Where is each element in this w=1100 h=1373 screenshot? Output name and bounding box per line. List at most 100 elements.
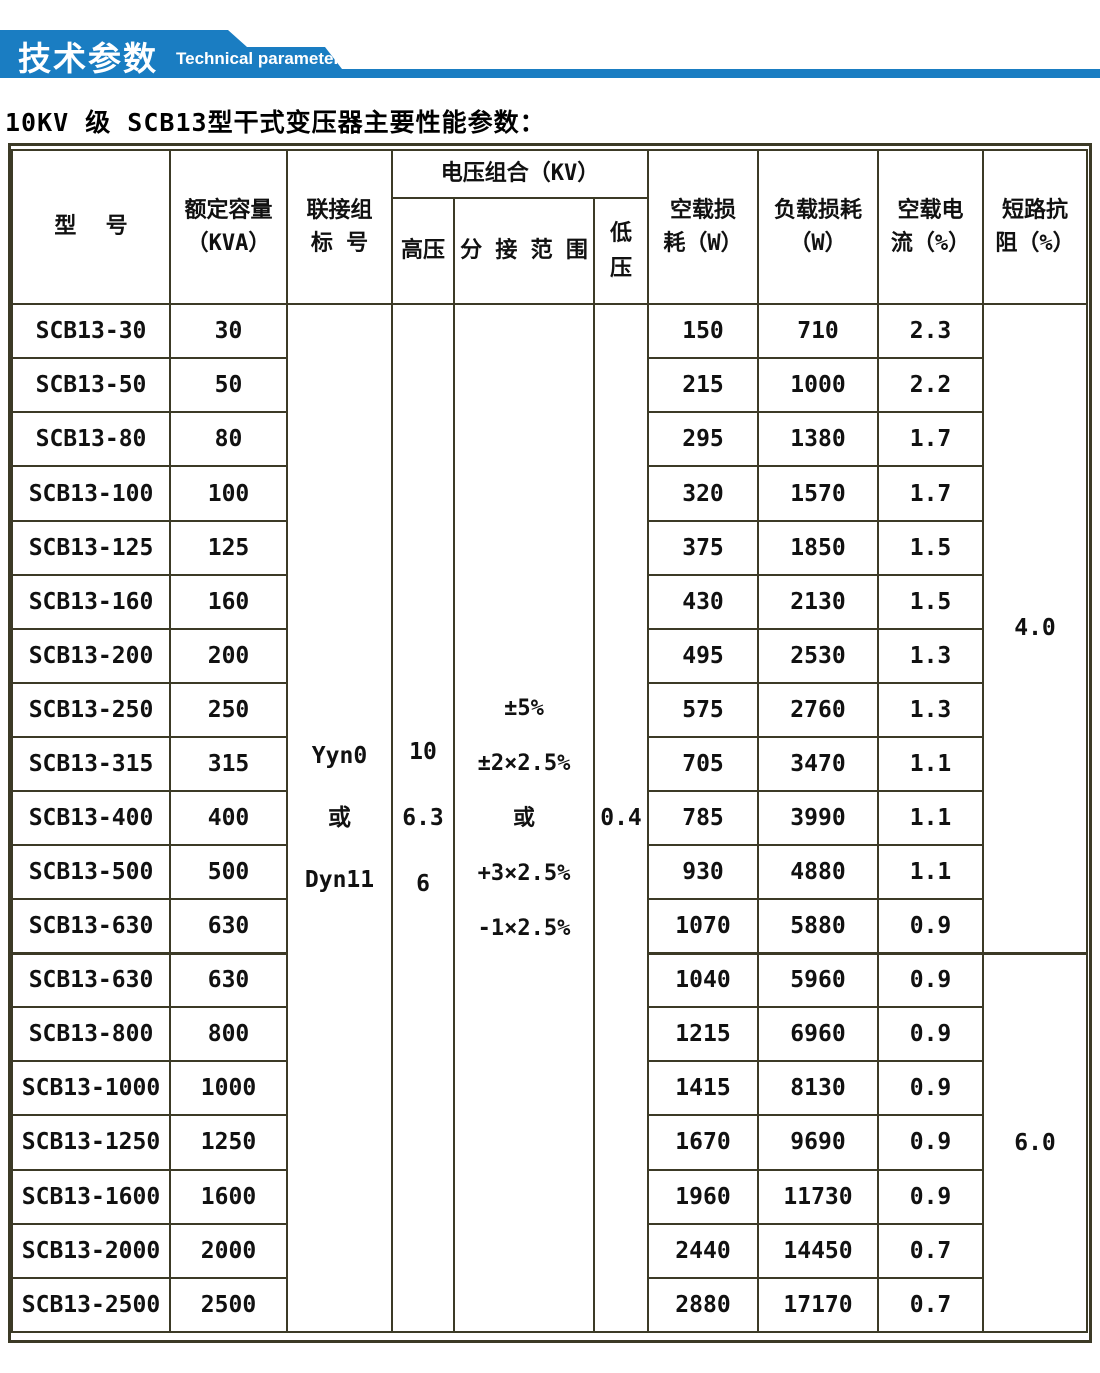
no-load-loss-cell: 215 xyxy=(647,357,759,414)
model-cell: SCB13-50 xyxy=(11,357,171,414)
capacity-cell: 250 xyxy=(169,681,288,738)
model-cell: SCB13-2500 xyxy=(11,1276,171,1334)
table-row: SCB13-80 80 295 1380 1.7 xyxy=(11,411,1087,468)
header-capacity: 额定容量 （KVA） xyxy=(169,148,288,306)
load-loss-cell: 11730 xyxy=(757,1168,879,1225)
model-cell: SCB13-2000 xyxy=(11,1222,171,1279)
no-load-current-cell: 1.1 xyxy=(877,735,984,792)
no-load-current-cell: 0.9 xyxy=(877,1114,984,1171)
table-row: SCB13-1250 1250 1670 9690 0.9 xyxy=(11,1114,1087,1171)
load-loss-cell: 8130 xyxy=(757,1060,879,1117)
capacity-cell: 800 xyxy=(169,1006,288,1063)
model-cell: SCB13-630 xyxy=(11,951,171,1009)
table-row: SCB13-400 400 785 3990 1.1 xyxy=(11,789,1087,847)
capacity-cell: 400 xyxy=(169,789,288,847)
no-load-current-cell: 1.7 xyxy=(877,411,984,468)
model-cell: SCB13-315 xyxy=(11,735,171,792)
load-loss-cell: 3990 xyxy=(757,789,879,847)
capacity-cell: 125 xyxy=(169,519,288,576)
no-load-loss-cell: 930 xyxy=(647,844,759,901)
no-load-current-cell: 1.5 xyxy=(877,519,984,576)
no-load-current-cell: 0.9 xyxy=(877,1006,984,1063)
tap-range-merged-cell: ±5% ±2×2.5% 或 +3×2.5% -1×2.5% xyxy=(453,303,595,1333)
no-load-current-cell: 0.9 xyxy=(877,898,984,955)
model-cell: SCB13-400 xyxy=(11,789,171,847)
capacity-cell: 2000 xyxy=(169,1222,288,1279)
capacity-cell: 200 xyxy=(169,627,288,684)
hv-merged-cell: 10 6.3 6 xyxy=(391,303,455,1333)
load-loss-cell: 2530 xyxy=(757,627,879,684)
impedance-group2-cell: 6.0 xyxy=(982,951,1088,1333)
load-loss-cell: 5880 xyxy=(757,898,879,955)
header-lv: 低 压 xyxy=(593,197,649,306)
header-load-loss: 负载损耗 （W） xyxy=(757,148,879,306)
table-row: SCB13-630 630 1070 5880 0.9 xyxy=(11,898,1087,955)
no-load-loss-cell: 1070 xyxy=(647,898,759,955)
no-load-current-cell: 1.7 xyxy=(877,465,984,522)
banner-title-en: Technical parameter xyxy=(176,49,341,68)
table-row: SCB13-1000 1000 1415 8130 0.9 xyxy=(11,1060,1087,1117)
load-loss-cell: 1570 xyxy=(757,465,879,522)
capacity-cell: 100 xyxy=(169,465,288,522)
capacity-cell: 315 xyxy=(169,735,288,792)
model-cell: SCB13-630 xyxy=(11,898,171,955)
header-hv: 高压 xyxy=(391,197,455,306)
table-row: SCB13-500 500 930 4880 1.1 xyxy=(11,844,1087,901)
capacity-cell: 1250 xyxy=(169,1114,288,1171)
no-load-current-cell: 1.3 xyxy=(877,627,984,684)
lv-merged-cell: 0.4 xyxy=(593,303,649,1333)
impedance-group1-cell: 4.0 xyxy=(982,303,1088,955)
no-load-loss-cell: 430 xyxy=(647,573,759,630)
load-loss-cell: 4880 xyxy=(757,844,879,901)
no-load-loss-cell: 495 xyxy=(647,627,759,684)
no-load-loss-cell: 1415 xyxy=(647,1060,759,1117)
no-load-current-cell: 1.1 xyxy=(877,844,984,901)
table-row: SCB13-200 200 495 2530 1.3 xyxy=(11,627,1087,684)
load-loss-cell: 1000 xyxy=(757,357,879,414)
capacity-cell: 50 xyxy=(169,357,288,414)
table-row: SCB13-125 125 375 1850 1.5 xyxy=(11,519,1087,576)
header-connection: 联接组 标 号 xyxy=(286,148,393,306)
capacity-cell: 1600 xyxy=(169,1168,288,1225)
model-cell: SCB13-1000 xyxy=(11,1060,171,1117)
table-row: SCB13-1600 1600 1960 11730 0.9 xyxy=(11,1168,1087,1225)
load-loss-cell: 2760 xyxy=(757,681,879,738)
model-cell: SCB13-30 xyxy=(11,303,171,360)
load-loss-cell: 14450 xyxy=(757,1222,879,1279)
load-loss-cell: 1380 xyxy=(757,411,879,468)
no-load-loss-cell: 320 xyxy=(647,465,759,522)
header-model: 型 号 xyxy=(11,148,171,306)
no-load-loss-cell: 1215 xyxy=(647,1006,759,1063)
table-row: SCB13-50 50 215 1000 2.2 xyxy=(11,357,1087,414)
page-title: 10KV 级 SCB13型干式变压器主要性能参数： xyxy=(5,108,546,137)
no-load-current-cell: 1.5 xyxy=(877,573,984,630)
table-row: SCB13-100 100 320 1570 1.7 xyxy=(11,465,1087,522)
parameters-table-frame: 型 号 额定容量 （KVA） 联接组 标 号 电压组合（KV） 空载损 耗（W）… xyxy=(8,143,1092,1343)
table-row: SCB13-2000 2000 2440 14450 0.7 xyxy=(11,1222,1087,1279)
no-load-current-cell: 2.3 xyxy=(877,303,984,360)
capacity-cell: 630 xyxy=(169,951,288,1009)
no-load-loss-cell: 705 xyxy=(647,735,759,792)
load-loss-cell: 3470 xyxy=(757,735,879,792)
model-cell: SCB13-100 xyxy=(11,465,171,522)
no-load-current-cell: 1.1 xyxy=(877,789,984,847)
model-cell: SCB13-250 xyxy=(11,681,171,738)
model-cell: SCB13-160 xyxy=(11,573,171,630)
section-banner xyxy=(0,30,1100,78)
no-load-current-cell: 2.2 xyxy=(877,357,984,414)
table-row: SCB13-250 250 575 2760 1.3 xyxy=(11,681,1087,738)
model-cell: SCB13-800 xyxy=(11,1006,171,1063)
no-load-loss-cell: 1960 xyxy=(647,1168,759,1225)
capacity-cell: 630 xyxy=(169,898,288,955)
capacity-cell: 1000 xyxy=(169,1060,288,1117)
load-loss-cell: 17170 xyxy=(757,1276,879,1334)
table-row: SCB13-800 800 1215 6960 0.9 xyxy=(11,1006,1087,1063)
no-load-loss-cell: 2880 xyxy=(647,1276,759,1334)
no-load-current-cell: 0.9 xyxy=(877,951,984,1009)
banner-title-cn: 技术参数 xyxy=(18,39,158,78)
model-cell: SCB13-125 xyxy=(11,519,171,576)
no-load-loss-cell: 295 xyxy=(647,411,759,468)
no-load-loss-cell: 2440 xyxy=(647,1222,759,1279)
model-cell: SCB13-200 xyxy=(11,627,171,684)
header-tap-range: 分 接 范 围 xyxy=(453,197,595,306)
